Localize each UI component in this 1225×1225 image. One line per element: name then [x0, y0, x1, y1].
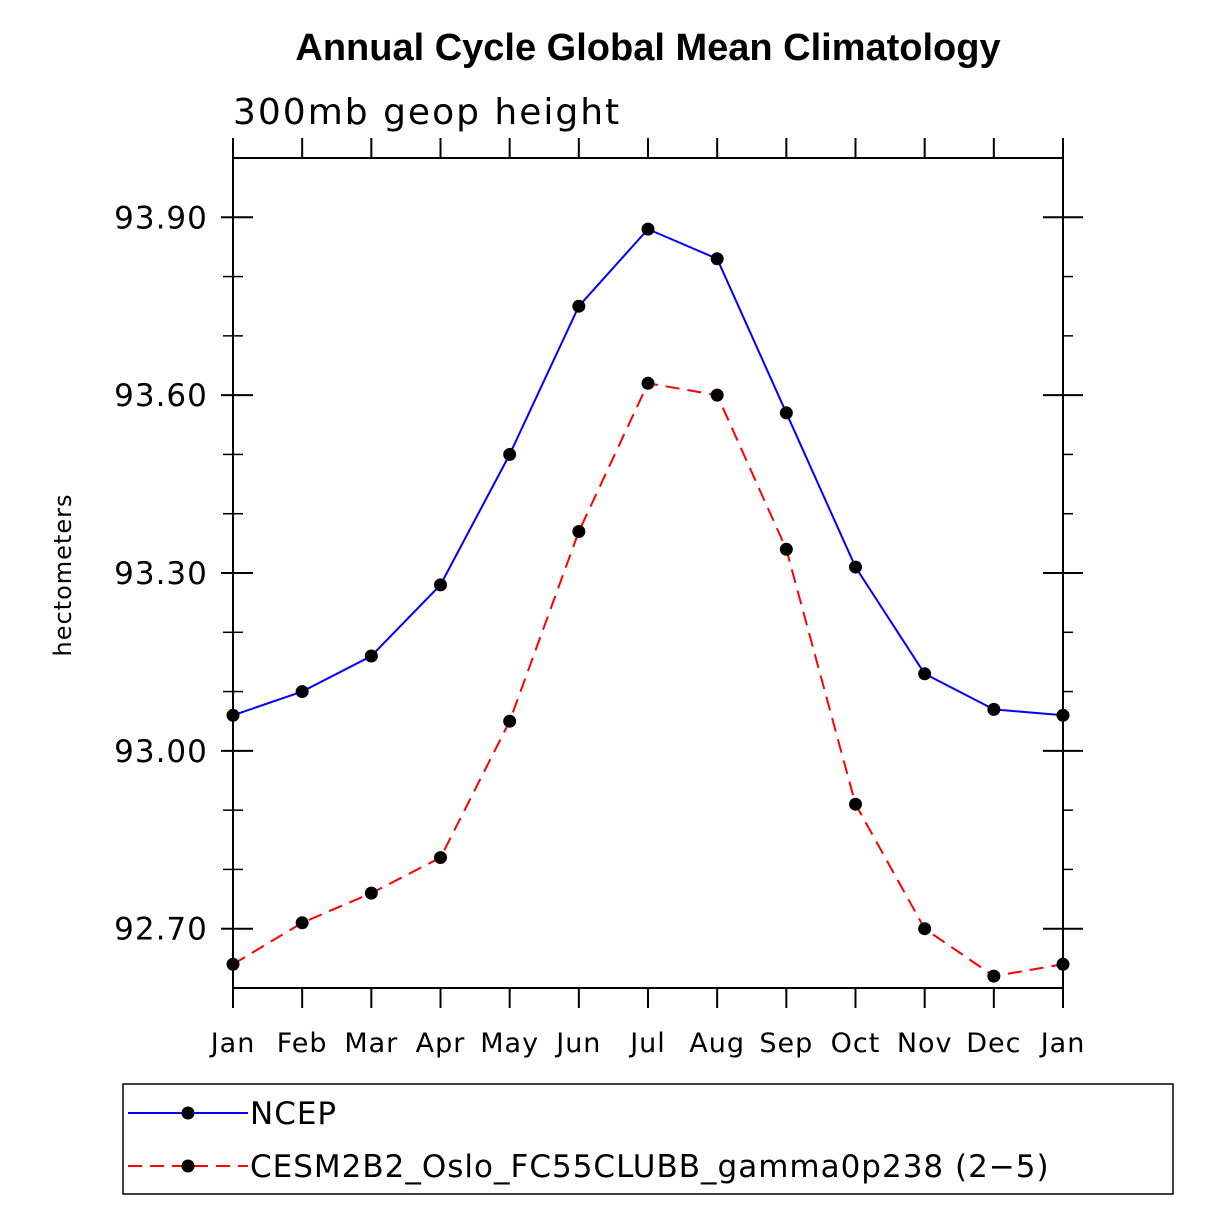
y-tick-label: 93.90 — [114, 200, 208, 236]
series-1-point — [364, 886, 378, 900]
series-1-point — [779, 542, 793, 556]
series-0-point — [434, 578, 447, 592]
x-tick-label: Feb — [277, 1028, 328, 1059]
axis-ticks — [221, 138, 1083, 1008]
y-tick-label: 93.30 — [114, 556, 208, 592]
series-0-point — [295, 685, 309, 699]
series-0-point — [849, 560, 862, 574]
x-tick-label: Jul — [628, 1028, 666, 1059]
x-tick-label: Dec — [966, 1028, 1021, 1059]
series-1-point — [503, 714, 517, 728]
x-tick-label: Jan — [209, 1028, 256, 1059]
plot-frame — [232, 157, 1064, 989]
series-1-point — [918, 922, 932, 936]
series-1-point — [1056, 957, 1070, 971]
x-tick-label: May — [480, 1028, 539, 1059]
legend-label-cesm: CESM2B2_Oslo_FC55CLUBB_gamma0p238 (2−5) — [250, 1149, 1050, 1185]
chart-title: Annual Cycle Global Mean Climatology — [295, 27, 1000, 69]
series-0-point — [226, 708, 240, 722]
series-0-point — [641, 222, 655, 236]
x-tick-label: Oct — [831, 1028, 881, 1059]
x-tick-label: Jun — [554, 1028, 601, 1059]
series-0-point — [572, 299, 586, 313]
series-0-point — [710, 252, 724, 266]
series-1-point — [226, 957, 240, 971]
chart-subtitle: 300mb geop height — [233, 92, 621, 133]
series-1-point — [987, 969, 1001, 983]
y-tick-labels: 92.70 93.00 93.30 93.60 93.90 — [114, 200, 208, 948]
x-tick-label: Jan — [1039, 1028, 1086, 1059]
series-line-1 — [232, 382, 1064, 978]
x-tick-label: Mar — [344, 1028, 398, 1059]
series-1-point — [641, 376, 655, 390]
legend-marker-cesm — [181, 1159, 195, 1173]
series-0-point — [779, 406, 793, 420]
x-tick-label: Aug — [689, 1028, 745, 1059]
x-tick-label: Nov — [897, 1028, 953, 1059]
series-1-point — [572, 525, 586, 538]
legend-marker-ncep — [181, 1106, 195, 1120]
legend-label-ncep: NCEP — [250, 1096, 337, 1132]
x-tick-label: Sep — [759, 1028, 813, 1059]
series-1-point — [710, 388, 724, 402]
series-0-point — [918, 667, 932, 681]
series-markers — [226, 222, 1070, 983]
y-tick-label: 92.70 — [114, 912, 208, 948]
series-1-point — [295, 916, 309, 930]
legend: NCEP CESM2B2_Oslo_FC55CLUBB_gamma0p238 (… — [122, 1083, 1174, 1195]
x-tick-label: Apr — [416, 1028, 466, 1059]
series-lines — [232, 227, 1064, 978]
series-0-point — [1056, 708, 1070, 722]
y-tick-label: 93.60 — [114, 378, 208, 414]
legend-box — [122, 1083, 1174, 1195]
series-1-point — [849, 797, 862, 811]
y-axis-label: hectometers — [49, 494, 77, 657]
x-tick-labels: Jan Feb Mar Apr May Jun Jul Aug Sep Oct Nov Dec Jan — [209, 1028, 1086, 1059]
series-0-point — [987, 702, 1001, 716]
series-0-point — [503, 447, 517, 461]
series-0-point — [364, 649, 378, 663]
series-1-point — [434, 851, 447, 865]
series-line-0 — [232, 227, 1064, 717]
y-tick-label: 93.00 — [114, 734, 208, 770]
